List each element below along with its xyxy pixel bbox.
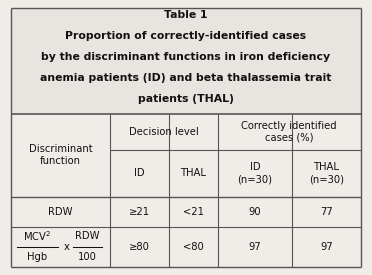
Text: <21: <21 [183, 207, 204, 217]
Text: THAL
(n=30): THAL (n=30) [309, 162, 344, 184]
Text: MCV$^2$: MCV$^2$ [23, 229, 51, 243]
Text: THAL: THAL [180, 168, 206, 178]
Text: Correctly identified
cases (%): Correctly identified cases (%) [241, 121, 337, 143]
Text: by the discriminant functions in iron deficiency: by the discriminant functions in iron de… [41, 52, 331, 62]
Text: Proportion of correctly-identified cases: Proportion of correctly-identified cases [65, 31, 307, 41]
Text: RDW: RDW [48, 207, 73, 217]
Text: Decision level: Decision level [129, 127, 199, 137]
Text: ID
(n=30): ID (n=30) [237, 162, 272, 184]
Text: RDW: RDW [75, 231, 100, 241]
Text: 77: 77 [320, 207, 333, 217]
Text: <80: <80 [183, 242, 204, 252]
Text: ≥21: ≥21 [129, 207, 150, 217]
Text: 90: 90 [248, 207, 261, 217]
Text: x: x [64, 242, 70, 252]
Text: anemia patients (ID) and beta thalassemia trait: anemia patients (ID) and beta thalassemi… [40, 73, 332, 83]
Text: 97: 97 [320, 242, 333, 252]
Text: 97: 97 [248, 242, 261, 252]
Text: Table 1: Table 1 [164, 10, 208, 20]
Text: patients (THAL): patients (THAL) [138, 94, 234, 104]
Text: 100: 100 [78, 252, 97, 262]
Text: ≥80: ≥80 [129, 242, 150, 252]
Bar [11, 8, 361, 114]
Text: Discriminant
function: Discriminant function [29, 144, 92, 166]
Text: Hgb: Hgb [27, 252, 47, 262]
Text: ID: ID [134, 168, 145, 178]
